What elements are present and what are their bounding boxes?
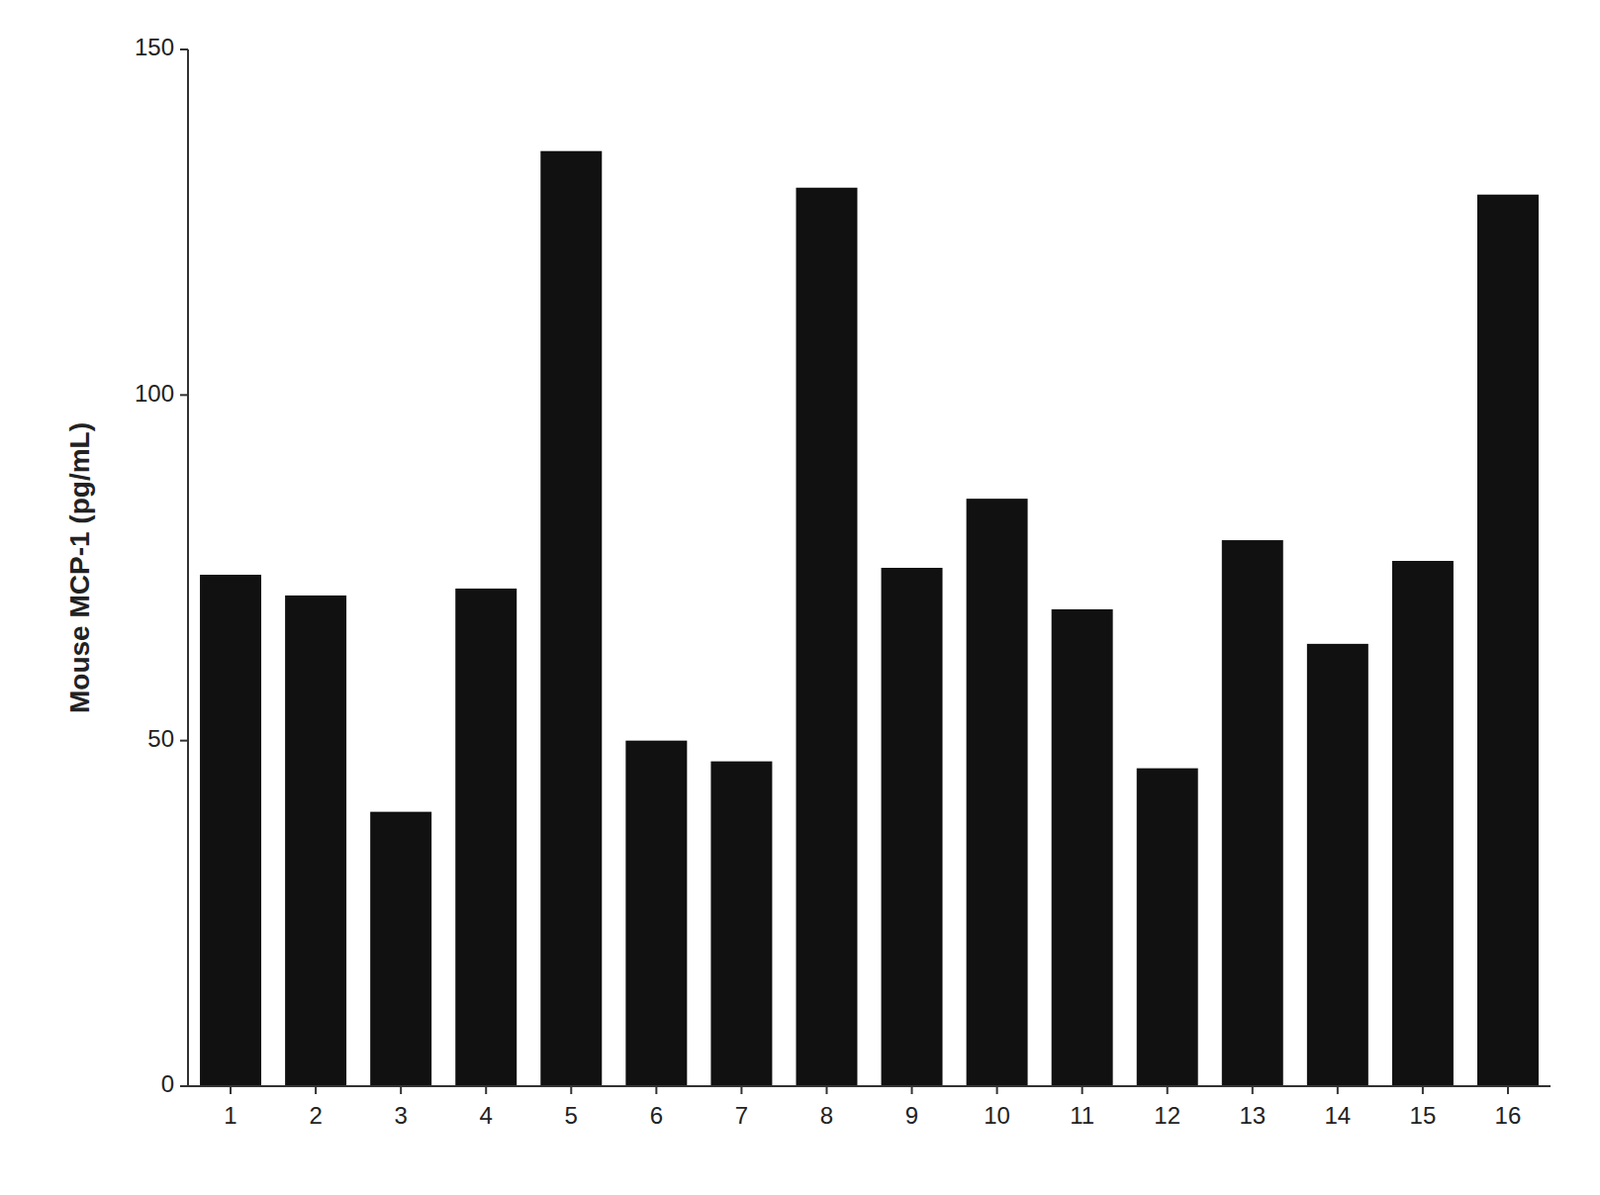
x-tick-label: 12	[1153, 1102, 1181, 1130]
chart-container: 050100150Mouse MCP-1 (pg/mL)123456789101…	[0, 0, 1600, 1195]
bar	[1477, 194, 1539, 1087]
bar	[1051, 609, 1114, 1087]
bar	[1307, 644, 1369, 1087]
y-tick-label: 0	[161, 1070, 175, 1098]
x-tick-label: 9	[905, 1102, 919, 1130]
x-tick-label: 4	[479, 1102, 493, 1130]
x-tick	[1421, 1086, 1424, 1095]
x-tick-label: 15	[1410, 1102, 1437, 1130]
y-tick-label: 150	[134, 33, 175, 61]
bar	[455, 588, 517, 1087]
y-axis: 0 50 100 150	[134, 33, 189, 1098]
bar	[1392, 561, 1454, 1087]
x-tick-label: 13	[1238, 1102, 1266, 1130]
bar	[625, 741, 687, 1087]
y-tick-label: 50	[147, 725, 175, 753]
y-axis-label: Mouse MCP-1 (pg/mL)	[64, 422, 95, 714]
x-tick-label: 7	[735, 1102, 749, 1130]
bar	[199, 574, 262, 1087]
bar	[795, 188, 857, 1087]
y-tick	[180, 393, 189, 396]
x-tick	[229, 1086, 232, 1095]
bar	[966, 498, 1029, 1087]
x-tick-label: 5	[564, 1102, 578, 1130]
x-tick	[1166, 1086, 1169, 1095]
x-tick	[655, 1086, 658, 1095]
x-tick	[1251, 1086, 1254, 1095]
x-tick-label: 16	[1495, 1102, 1522, 1130]
x-tick	[825, 1086, 828, 1095]
x-tick-label: 10	[983, 1102, 1011, 1130]
x-tick	[569, 1086, 572, 1095]
x-tick-label: 2	[308, 1102, 322, 1130]
chart-svg: 050100150Mouse MCP-1 (pg/mL)123456789101…	[0, 0, 1600, 1195]
bar	[1222, 540, 1284, 1087]
bar	[370, 812, 432, 1087]
bar	[1136, 768, 1199, 1087]
x-tick-label: 11	[1069, 1102, 1095, 1130]
x-tick-label: 1	[223, 1102, 237, 1130]
x-tick	[740, 1086, 743, 1095]
x-tick	[1081, 1086, 1084, 1095]
x-tick-label: 14	[1323, 1102, 1351, 1130]
x-tick-label: 8	[820, 1102, 834, 1130]
x-tick-label: 6	[650, 1102, 663, 1130]
bar	[881, 567, 943, 1087]
y-tick	[180, 740, 189, 743]
x-tick	[399, 1086, 402, 1095]
bars	[199, 151, 1539, 1087]
x-tick	[314, 1086, 317, 1095]
x-tick	[484, 1086, 487, 1095]
y-tick	[180, 1085, 189, 1088]
x-tick-label: 3	[393, 1102, 407, 1130]
x-axis: 12345678910111213141516	[188, 1086, 1551, 1130]
x-tick	[1506, 1086, 1509, 1095]
x-tick	[911, 1086, 914, 1095]
bar	[284, 595, 347, 1087]
y-axis-line	[187, 49, 189, 1087]
x-tick	[996, 1086, 999, 1095]
bar	[710, 761, 772, 1087]
x-tick	[1336, 1086, 1339, 1095]
x-axis-line	[188, 1085, 1551, 1088]
y-tick-label: 100	[134, 379, 175, 407]
y-tick	[180, 48, 189, 51]
bar	[540, 151, 602, 1087]
